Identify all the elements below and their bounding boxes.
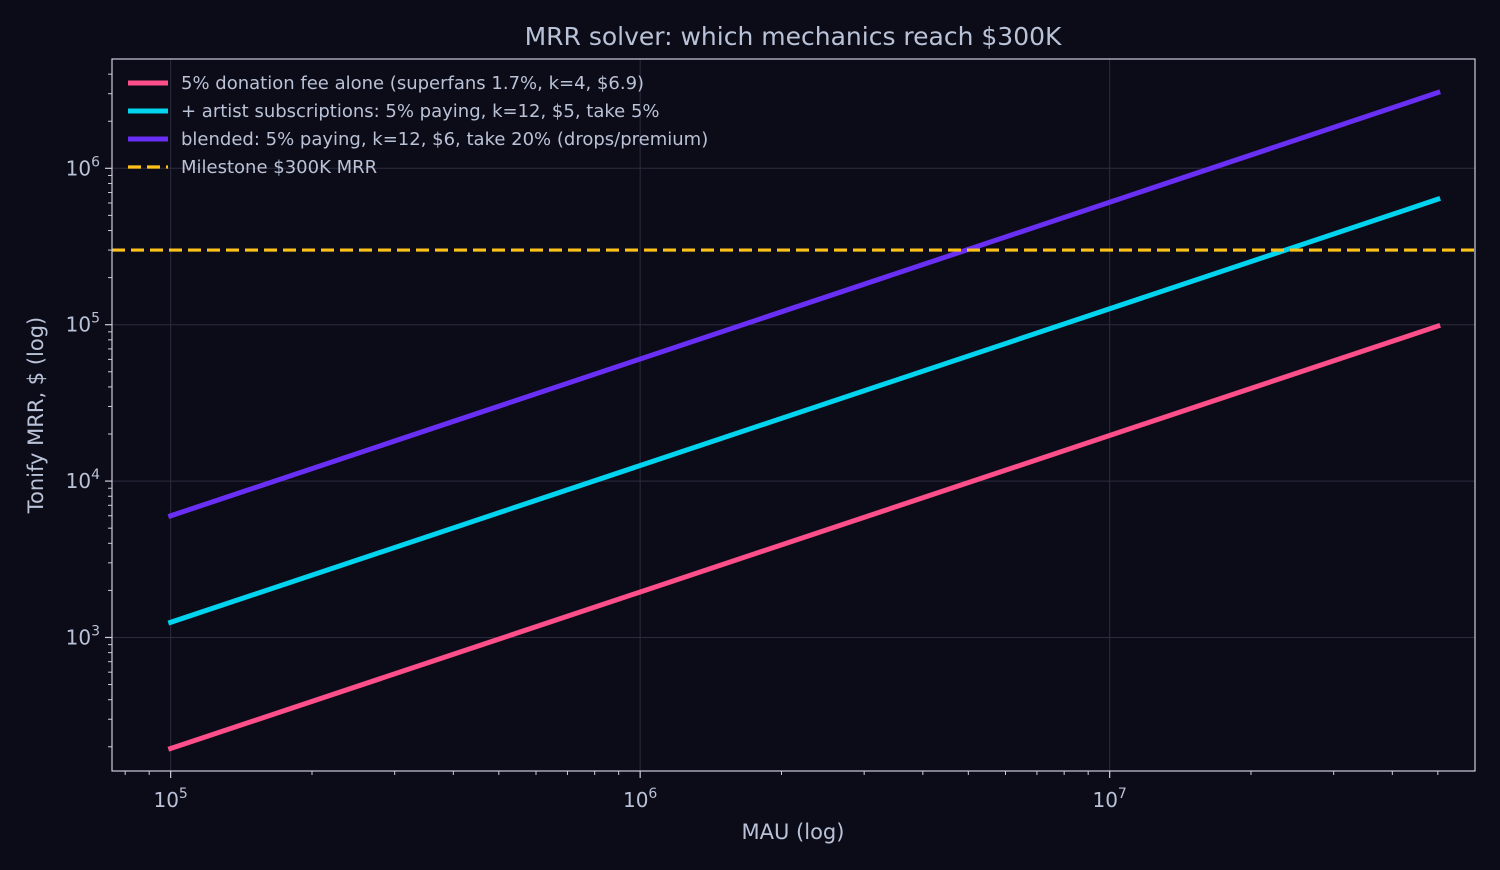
series-line-1 <box>167 322 1441 752</box>
chart-title: MRR solver: which mechanics reach $300K <box>525 22 1062 51</box>
x-tick-label: 107 <box>1092 786 1126 812</box>
legend-label-3: blended: 5% paying, k=12, $6, take 20% (… <box>181 129 708 150</box>
legend-label-4: Milestone $300K MRR <box>181 157 377 178</box>
x-tick-label: 105 <box>153 786 187 812</box>
axis-ticks: 105 106 107 103 104 105 106 <box>66 73 1439 812</box>
legend: 5% donation fee alone (superfans 1.7%, k… <box>128 73 708 178</box>
legend-label-1: 5% donation fee alone (superfans 1.7%, k… <box>181 73 644 94</box>
series-line-2 <box>167 196 1441 626</box>
grid-lines <box>112 59 1475 771</box>
y-tick-label: 104 <box>66 467 100 493</box>
y-tick-label: 105 <box>66 311 100 337</box>
plot-frame <box>111 58 1476 772</box>
x-tick-label: 106 <box>623 786 657 812</box>
y-tick-label: 103 <box>66 623 100 649</box>
y-tick-label: 106 <box>66 154 100 180</box>
series-layer <box>112 89 1475 752</box>
legend-label-2: + artist subscriptions: 5% paying, k=12,… <box>181 101 660 122</box>
series-line-3 <box>167 89 1441 519</box>
y-axis-label: Tonify MRR, $ (log) <box>24 317 48 514</box>
x-axis-label: MAU (log) <box>742 820 845 844</box>
